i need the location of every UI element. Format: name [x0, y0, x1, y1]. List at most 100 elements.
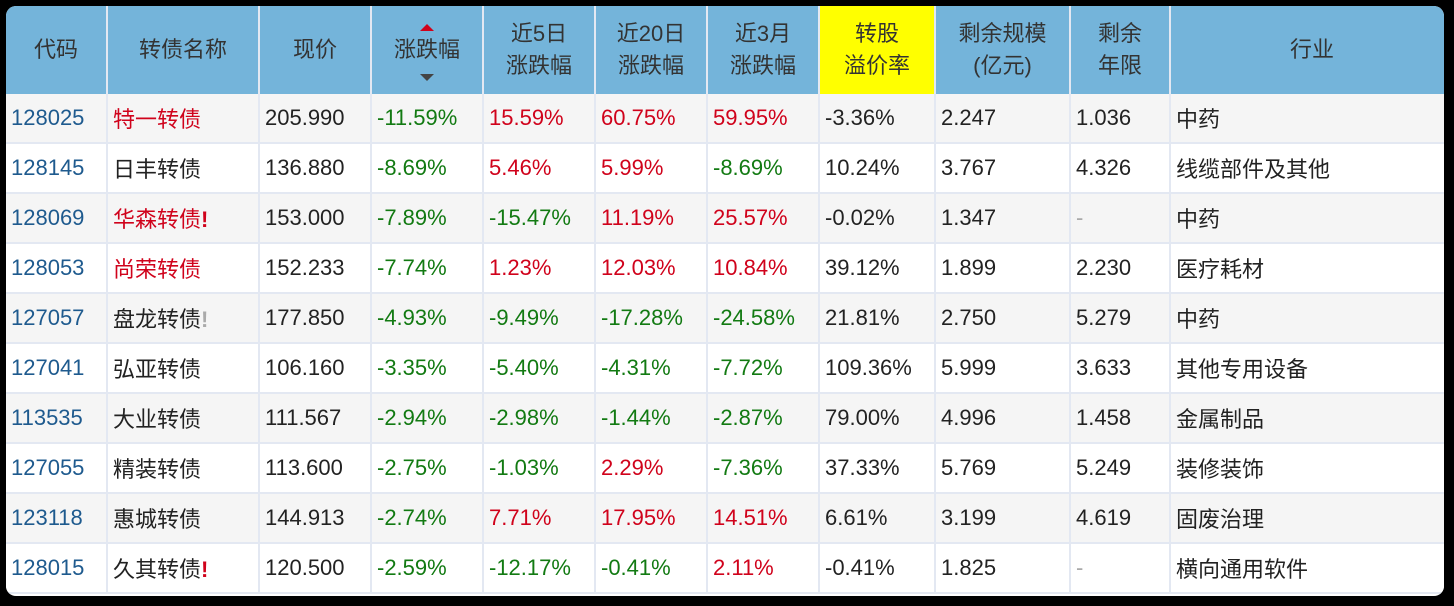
table-row[interactable]: 128025 特一转债 205.990 -11.59% 15.59% 60.75% 59.9… [6, 94, 1444, 144]
bond-name-text[interactable]: 华森转债 [113, 207, 202, 232]
cell-change: -2.94% [371, 393, 484, 444]
remaining-years-text: 2.230 [1076, 255, 1132, 280]
code-text[interactable]: 127041 [11, 355, 85, 380]
cell-code[interactable]: 128069 [6, 193, 108, 244]
change-3m-text: -24.58% [713, 305, 795, 330]
table-row[interactable]: 123118 惠城转债 144.913 -2.74% 7.71% 17.95% 14.51%… [6, 493, 1444, 544]
table-row[interactable]: 128145 日丰转债 136.880 -8.69% 5.46% 5.99% -8.69% 1… [6, 143, 1444, 194]
cell-change-3m: -7.36% [707, 443, 820, 494]
header-label-line2: (亿元) [973, 53, 1032, 78]
cell-bond-name[interactable]: 大业转债 [107, 393, 260, 444]
cell-code[interactable]: 128015 [6, 543, 108, 594]
sort-descending-icon[interactable] [420, 74, 434, 81]
cell-code[interactable]: 127057 [6, 293, 108, 344]
bond-name-text[interactable]: 久其转债 [113, 557, 202, 582]
change-20d-text: 12.03% [601, 255, 676, 280]
cell-industry: 横向通用软件 [1170, 543, 1444, 594]
cell-bond-name[interactable]: 惠城转债 [107, 493, 260, 544]
code-text[interactable]: 127057 [11, 305, 85, 330]
header-label-line2: 涨跌幅 [505, 53, 572, 78]
code-text[interactable]: 128069 [11, 205, 85, 230]
table-row[interactable]: 128015 久其转债! 120.500 -2.59% -12.17% -0.41% 2.1… [6, 543, 1444, 594]
conversion-premium-text: 10.24% [825, 155, 900, 180]
header-industry[interactable]: 行业 [1170, 6, 1444, 94]
table-row[interactable]: 127041 弘亚转债 106.160 -3.35% -5.40% -4.31% -7.72… [6, 343, 1444, 394]
table-row[interactable]: 128069 华森转债! 153.000 -7.89% -15.47% 11.19% 25.… [6, 193, 1444, 244]
code-text[interactable]: 128015 [11, 555, 85, 580]
conversion-premium-text: -0.02% [825, 205, 895, 230]
cell-bond-name[interactable]: 华森转债! [107, 193, 260, 244]
price-text: 106.160 [265, 355, 345, 380]
cell-bond-name[interactable]: 精装转债 [107, 443, 260, 494]
cell-remaining-years: 1.036 [1070, 94, 1171, 144]
bond-name-text[interactable]: 盘龙转债 [113, 307, 202, 332]
header-code[interactable]: 代码 [6, 6, 108, 94]
cell-bond-name[interactable]: 盘龙转债! [107, 293, 260, 344]
header-change-3m[interactable]: 近3月 涨跌幅 [707, 6, 820, 94]
header-change[interactable]: 涨跌幅 [371, 6, 484, 94]
cell-remaining-size: 1.899 [935, 243, 1071, 294]
cell-code[interactable]: 128053 [6, 243, 108, 294]
industry-text: 装修装饰 [1176, 457, 1265, 482]
cell-code[interactable]: 127055 [6, 443, 108, 494]
code-text[interactable]: 128053 [11, 255, 85, 280]
header-label: 近20日 [616, 21, 686, 46]
cell-code[interactable]: 113535 [6, 393, 108, 444]
header-label: 近5日 [510, 21, 568, 46]
industry-text: 线缆部件及其他 [1176, 157, 1331, 182]
cell-conversion-premium: -3.36% [819, 94, 936, 144]
remaining-years-text: 5.249 [1076, 455, 1132, 480]
table-row[interactable]: 127057 盘龙转债! 177.850 -4.93% -9.49% -17.28% -24… [6, 293, 1444, 344]
code-text[interactable]: 128145 [11, 155, 85, 180]
change-text: -7.74% [377, 255, 447, 280]
bond-name-text[interactable]: 大业转债 [113, 407, 202, 432]
change-5d-text: -2.98% [489, 405, 559, 430]
bond-name-text[interactable]: 尚荣转债 [113, 257, 202, 282]
cell-bond-name[interactable]: 尚荣转债 [107, 243, 260, 294]
cell-code[interactable]: 127041 [6, 343, 108, 394]
header-change-20d[interactable]: 近20日涨跌幅 [595, 6, 708, 94]
sort-ascending-icon[interactable] [420, 24, 434, 31]
change-3m-text: 10.84% [713, 255, 788, 280]
bond-name-text[interactable]: 惠城转债 [113, 507, 202, 532]
header-conversion-premium[interactable]: 转股 溢价率 [819, 6, 936, 94]
bond-name-text[interactable]: 特一转债 [113, 107, 202, 132]
change-text: -2.74% [377, 505, 447, 530]
header-remaining-size[interactable]: 剩余规模 (亿元) [935, 6, 1071, 94]
cell-change-20d: -4.31% [595, 343, 708, 394]
header-price[interactable]: 现价 [259, 6, 372, 94]
cell-conversion-premium: 39.12% [819, 243, 936, 294]
header-change-5d[interactable]: 近5日涨跌幅 [483, 6, 596, 94]
cell-code[interactable]: 128025 [6, 94, 108, 144]
cell-change: -3.35% [371, 343, 484, 394]
conversion-premium-text: -3.36% [825, 105, 895, 130]
table-row[interactable]: 127055 精装转债 113.600 -2.75% -1.03% 2.29% -7.36%… [6, 443, 1444, 494]
bond-name-text[interactable]: 弘亚转债 [113, 357, 202, 382]
cell-bond-name[interactable]: 日丰转债 [107, 143, 260, 194]
header-name[interactable]: 转债名称 [107, 6, 260, 94]
cell-bond-name[interactable]: 弘亚转债 [107, 343, 260, 394]
cell-code[interactable]: 123118 [6, 493, 108, 544]
bond-name-text[interactable]: 日丰转债 [113, 157, 202, 182]
header-label-line2: 涨跌幅 [617, 53, 684, 78]
cell-bond-name[interactable]: 特一转债 [107, 94, 260, 144]
header-label-line2: 溢价率 [843, 53, 910, 78]
code-text[interactable]: 128025 [11, 105, 85, 130]
cell-code[interactable]: 128145 [6, 143, 108, 194]
code-text[interactable]: 113535 [11, 405, 83, 430]
change-5d-text: -5.40% [489, 355, 559, 380]
header-label: 剩余 [1097, 21, 1142, 46]
table-row[interactable]: 113535 大业转债 111.567 -2.94% -2.98% -1.44% -2.87… [6, 393, 1444, 444]
code-text[interactable]: 123118 [11, 505, 83, 530]
code-text[interactable]: 127055 [11, 455, 85, 480]
price-text: 113.600 [265, 455, 343, 480]
change-text: -3.35% [377, 355, 447, 380]
cell-change-20d: -17.28% [595, 293, 708, 344]
cell-price: 136.880 [259, 143, 372, 194]
header-remaining-years[interactable]: 剩余 年限 [1070, 6, 1171, 94]
table-row[interactable]: 128053 尚荣转债 152.233 -7.74% 1.23% 12.03% 10.84%… [6, 243, 1444, 294]
change-text: -2.75% [377, 455, 447, 480]
cell-remaining-years: 4.619 [1070, 493, 1171, 544]
bond-name-text[interactable]: 精装转债 [113, 457, 202, 482]
cell-bond-name[interactable]: 久其转债! [107, 543, 260, 594]
